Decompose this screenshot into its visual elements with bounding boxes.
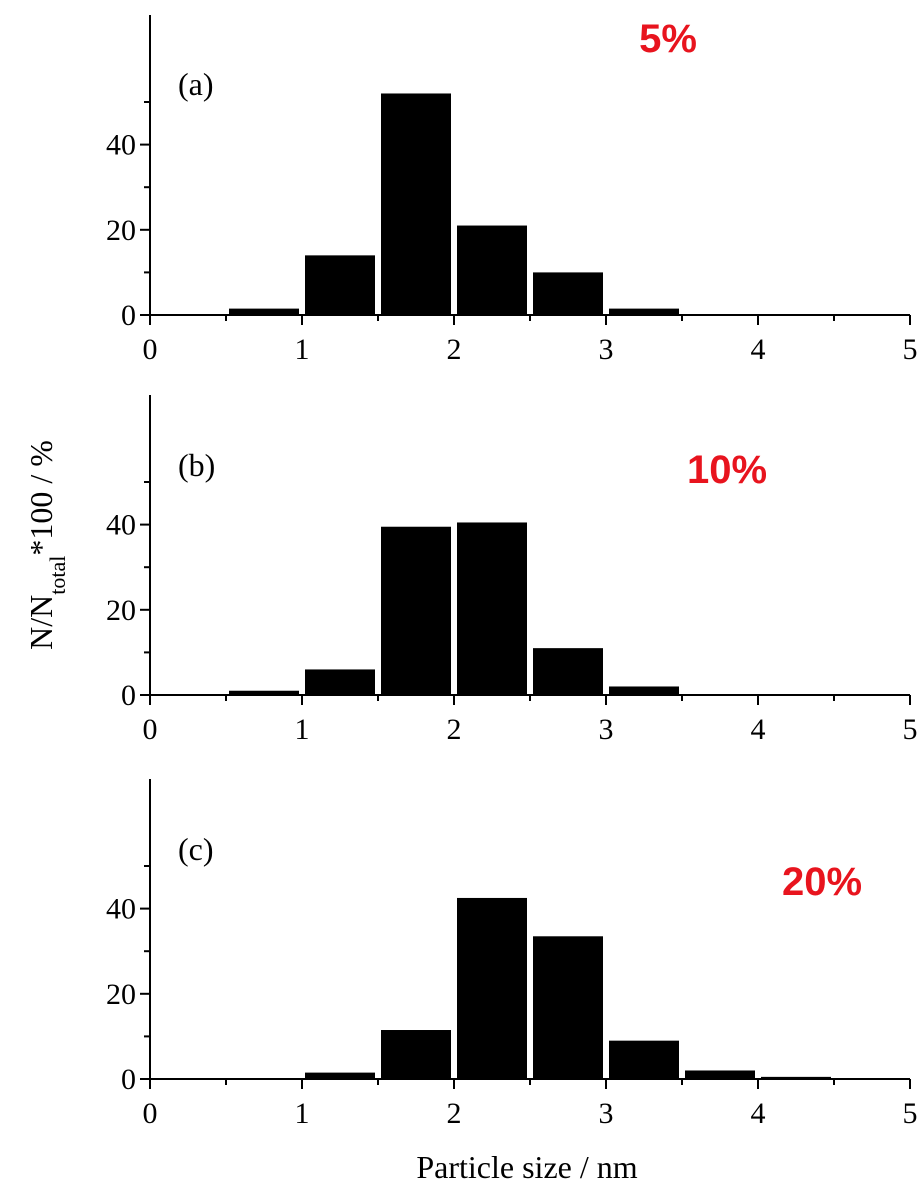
bar	[457, 225, 527, 315]
panel-label: (b)	[178, 447, 215, 483]
x-tick-label: 0	[143, 713, 158, 746]
bar	[457, 522, 527, 695]
percentage-annotation: 10%	[687, 448, 767, 492]
x-tick-label: 0	[143, 1097, 158, 1130]
bar	[533, 272, 603, 315]
x-tick-label: 2	[447, 713, 462, 746]
percentage-annotation: 20%	[782, 860, 862, 904]
bar	[761, 1076, 831, 1079]
bar	[381, 1030, 451, 1079]
y-tick-label: 20	[106, 214, 136, 247]
x-tick-label: 1	[295, 1097, 310, 1130]
x-tick-label: 1	[295, 333, 310, 366]
panel-a: 0 1 2 3 4 5 0 20 40 (a) 5%	[106, 15, 918, 366]
x-axis-label: Particle size / nm	[416, 1149, 637, 1185]
x-tick-label: 3	[599, 713, 614, 746]
x-tick-label: 2	[447, 1097, 462, 1130]
bar	[533, 936, 603, 1079]
y-tick-label: 0	[121, 1063, 136, 1096]
y-axis-label-sub: total	[45, 556, 70, 595]
x-tick-label: 5	[903, 333, 918, 366]
x-tick-label: 0	[143, 333, 158, 366]
x-tick-label: 3	[599, 333, 614, 366]
bar	[229, 690, 299, 695]
y-tick-label: 40	[106, 509, 136, 542]
y-axis-label: N/Ntotal*100 / %	[23, 440, 70, 650]
y-axis-label-rest: *100 / %	[23, 440, 59, 556]
bar	[229, 308, 299, 315]
x-tick-label: 5	[903, 1097, 918, 1130]
y-tick-label: 40	[106, 129, 136, 162]
y-tick-label: 0	[121, 299, 136, 332]
bar	[685, 1070, 755, 1079]
panel-label: (c)	[178, 831, 214, 867]
bar	[305, 255, 375, 315]
bar	[457, 897, 527, 1079]
bar	[609, 308, 679, 315]
x-tick-label: 5	[903, 713, 918, 746]
bar	[381, 526, 451, 695]
bar	[305, 1072, 375, 1079]
y-axis-label-main: N/N	[23, 595, 59, 650]
bar	[609, 686, 679, 695]
percentage-annotation: 5%	[639, 17, 697, 61]
bar	[609, 1040, 679, 1079]
y-tick-label: 20	[106, 978, 136, 1011]
x-tick-label: 4	[751, 713, 766, 746]
x-tick-label: 2	[447, 333, 462, 366]
bar	[381, 93, 451, 315]
y-tick-label: 0	[121, 679, 136, 712]
y-tick-label: 40	[106, 893, 136, 926]
panel-c: 0 1 2 3 4 5 0 20 40 (c) 20%	[106, 779, 918, 1130]
y-tick-label: 20	[106, 594, 136, 627]
bar	[533, 648, 603, 695]
panel-label: (a)	[178, 66, 214, 102]
x-tick-label: 1	[295, 713, 310, 746]
x-tick-label: 4	[751, 333, 766, 366]
x-tick-label: 3	[599, 1097, 614, 1130]
panel-b: 0 1 2 3 4 5 0 20 40 (b) 10%	[106, 395, 918, 746]
x-tick-label: 4	[751, 1097, 766, 1130]
bar	[305, 669, 375, 695]
